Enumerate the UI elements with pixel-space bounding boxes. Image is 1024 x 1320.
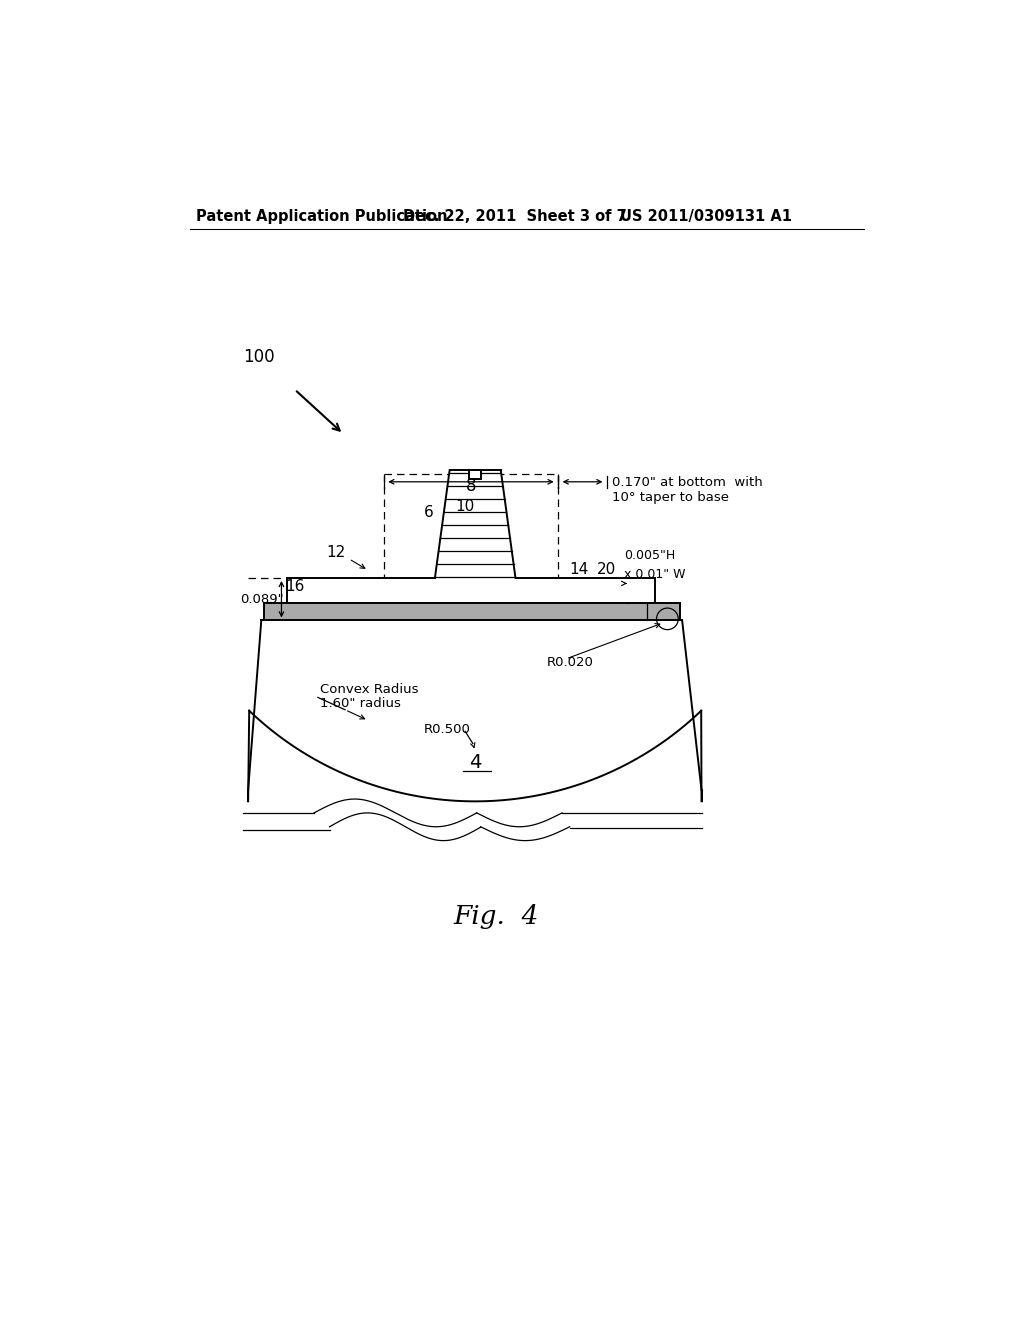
Text: 16: 16 — [285, 579, 304, 594]
Text: 8: 8 — [466, 478, 476, 495]
Bar — [287, 578, 655, 603]
Text: Fig.  4: Fig. 4 — [454, 904, 539, 929]
Text: 6: 6 — [424, 506, 433, 520]
Text: Convex Radius: Convex Radius — [321, 684, 419, 696]
Text: Patent Application Publication: Patent Application Publication — [197, 209, 447, 223]
Text: 0.005"H
x 0.01" W: 0.005"H x 0.01" W — [624, 549, 685, 581]
Text: 0.170" at bottom  with: 0.170" at bottom with — [611, 475, 762, 488]
Text: 1.60" radius: 1.60" radius — [321, 697, 401, 710]
Text: 0.089": 0.089" — [241, 593, 284, 606]
Text: 10: 10 — [456, 499, 475, 513]
Bar — [469, 470, 481, 479]
Text: US 2011/0309131 A1: US 2011/0309131 A1 — [621, 209, 793, 223]
Text: Dec. 22, 2011  Sheet 3 of 7: Dec. 22, 2011 Sheet 3 of 7 — [403, 209, 627, 223]
Bar — [263, 603, 680, 620]
Text: R0.020: R0.020 — [547, 656, 593, 669]
Text: 4: 4 — [469, 752, 481, 772]
Text: R0.500: R0.500 — [424, 723, 471, 737]
Text: 12: 12 — [326, 545, 345, 560]
Polygon shape — [435, 470, 515, 578]
Text: 14: 14 — [569, 562, 589, 577]
Polygon shape — [248, 620, 701, 789]
Text: 10° taper to base: 10° taper to base — [611, 491, 729, 504]
Text: 20: 20 — [597, 562, 616, 577]
Text: 100: 100 — [243, 348, 274, 366]
